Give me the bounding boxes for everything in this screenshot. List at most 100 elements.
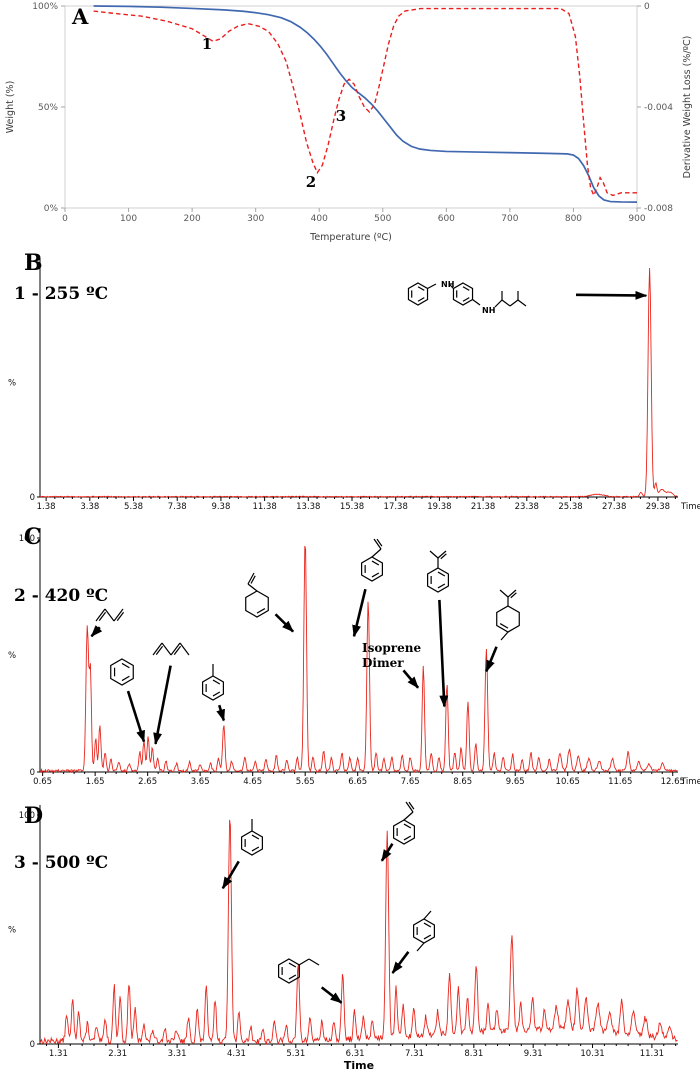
toluene-arrow bbox=[216, 704, 226, 722]
svg-text:23.38: 23.38 bbox=[515, 502, 539, 512]
axes bbox=[37, 528, 678, 776]
isoprene-dimer-label: Isoprene bbox=[362, 641, 421, 655]
panel-c-subtitle: 2 - 420 ºC bbox=[14, 586, 109, 606]
6ppd-structure: NH NH bbox=[407, 280, 527, 315]
svg-text:800: 800 bbox=[565, 214, 582, 224]
svg-text:2.31: 2.31 bbox=[108, 1049, 127, 1059]
y-axis-label: % bbox=[8, 651, 16, 661]
svg-text:700: 700 bbox=[501, 214, 518, 224]
svg-text:6.65: 6.65 bbox=[348, 777, 367, 787]
svg-text:NH: NH bbox=[482, 306, 495, 315]
svg-text:100: 100 bbox=[19, 534, 35, 544]
svg-text:5.31: 5.31 bbox=[286, 1049, 305, 1059]
limonene-arrow bbox=[485, 646, 498, 673]
tga-curve bbox=[93, 5, 638, 203]
chromatogram-trace bbox=[39, 545, 678, 774]
right-y-axis-label: Derivative Weight Loss (%/ºC) bbox=[682, 36, 693, 179]
svg-text:900: 900 bbox=[628, 214, 645, 224]
ethylbenzene-structure bbox=[278, 958, 320, 984]
panel-b-letter: B bbox=[24, 250, 43, 276]
svg-text:0: 0 bbox=[62, 214, 68, 224]
svg-text:7.38: 7.38 bbox=[168, 502, 187, 512]
6ppd-arrow bbox=[575, 290, 648, 300]
svg-text:0: 0 bbox=[30, 493, 35, 503]
panel-c-chromatogram: 100 0% 0.65 1.65 2.65 3.65 4.65 5.65 6.65 7.65 8.6… bbox=[8, 528, 700, 787]
svg-text:12.65: 12.65 bbox=[661, 777, 685, 787]
styrene-structure bbox=[393, 801, 415, 845]
svg-text:1.31: 1.31 bbox=[49, 1049, 68, 1059]
panel-d: 100 0% 1.31 2.31 3.31 4.31 5.31 6.31 7.31 8.31 9.3… bbox=[0, 799, 700, 1076]
svg-text:0%: 0% bbox=[44, 204, 59, 214]
svg-text:NH: NH bbox=[441, 280, 454, 289]
limonene-structure bbox=[496, 589, 520, 641]
chromatogram-trace bbox=[39, 819, 678, 1046]
methylstyrene-structure bbox=[427, 550, 449, 593]
panel-d-subtitle: 3 - 500 ºC bbox=[14, 853, 109, 873]
svg-text:10.65: 10.65 bbox=[556, 777, 580, 787]
x-axis-label: Time bbox=[680, 777, 700, 787]
svg-text:5.65: 5.65 bbox=[296, 777, 315, 787]
svg-text:8.65: 8.65 bbox=[453, 777, 472, 787]
svg-text:400: 400 bbox=[311, 214, 328, 224]
styrene-arrow bbox=[380, 843, 394, 862]
axis-tick-labels: 100 0% 0.65 1.65 2.65 3.65 4.65 5.65 6.65 7.65 8.6… bbox=[8, 534, 700, 787]
axes bbox=[61, 5, 641, 212]
toluene-arrow bbox=[221, 860, 240, 890]
left-y-axis-label: Weight (%) bbox=[5, 81, 16, 134]
panel-a-chart: 0 100 200 300 400 500 600 700 800 900100%50%0%0-0… bbox=[5, 2, 693, 243]
svg-text:7.65: 7.65 bbox=[401, 777, 420, 787]
pentadiene-structure bbox=[152, 642, 190, 656]
svg-text:11.65: 11.65 bbox=[608, 777, 632, 787]
svg-text:4.31: 4.31 bbox=[227, 1049, 246, 1059]
panel-c-letter: C bbox=[24, 524, 42, 550]
svg-text:100: 100 bbox=[120, 214, 137, 224]
plot-frame bbox=[64, 5, 638, 209]
y-axis-label: % bbox=[8, 379, 16, 389]
axes bbox=[37, 805, 678, 1048]
svg-text:600: 600 bbox=[438, 214, 455, 224]
svg-text:50%: 50% bbox=[38, 103, 58, 113]
ethylbenzene-arrow bbox=[320, 986, 343, 1004]
svg-text:10.31: 10.31 bbox=[580, 1049, 604, 1059]
svg-text:-0.004: -0.004 bbox=[644, 103, 673, 113]
svg-text:6.31: 6.31 bbox=[346, 1049, 365, 1059]
svg-text:25.38: 25.38 bbox=[558, 502, 582, 512]
chromatogram-trace bbox=[39, 267, 678, 498]
svg-text:0: 0 bbox=[30, 768, 35, 778]
svg-text:5.38: 5.38 bbox=[124, 502, 143, 512]
pentadiene-arrow bbox=[153, 665, 172, 745]
panel-d-chromatogram: 100 0% 1.31 2.31 3.31 4.31 5.31 6.31 7.31 8.31 9.3… bbox=[8, 801, 678, 1072]
svg-text:9.65: 9.65 bbox=[506, 777, 525, 787]
svg-text:100: 100 bbox=[19, 811, 35, 821]
svg-text:3.31: 3.31 bbox=[168, 1049, 187, 1059]
isoprene-dimer-arrow bbox=[402, 669, 420, 689]
dtg-curve bbox=[93, 7, 637, 198]
styrene-structure bbox=[361, 538, 383, 582]
svg-text:11.31: 11.31 bbox=[640, 1049, 664, 1059]
stage-label-3: 3 bbox=[336, 107, 346, 125]
vinylcyclohexene-structure bbox=[245, 572, 269, 618]
vinylcyclohexene-arrow bbox=[274, 613, 295, 633]
p-xylene-arrow bbox=[391, 951, 410, 974]
p-xylene-structure bbox=[413, 910, 435, 952]
svg-text:13.38: 13.38 bbox=[296, 502, 320, 512]
svg-text:0: 0 bbox=[644, 2, 650, 12]
panel-a-letter: A bbox=[72, 4, 89, 29]
axis-tick-labels: 100 0% 1.31 2.31 3.31 4.31 5.31 6.31 7.31 8.31 9.3… bbox=[8, 811, 664, 1072]
butadiene-structure bbox=[95, 608, 125, 622]
svg-text:3.65: 3.65 bbox=[191, 777, 210, 787]
svg-text:29.38: 29.38 bbox=[646, 502, 670, 512]
axis-tick-labels: 0 100 200 300 400 500 600 700 800 900100%50%0%0-0… bbox=[5, 2, 693, 243]
methylstyrene-arrow bbox=[438, 599, 449, 708]
svg-text:9.31: 9.31 bbox=[524, 1049, 543, 1059]
svg-text:2.65: 2.65 bbox=[138, 777, 157, 787]
svg-text:21.38: 21.38 bbox=[471, 502, 495, 512]
svg-text:7.31: 7.31 bbox=[405, 1049, 424, 1059]
stage-label-1: 1 bbox=[202, 35, 212, 53]
svg-text:0.65: 0.65 bbox=[33, 777, 52, 787]
svg-text:1.38: 1.38 bbox=[37, 502, 56, 512]
svg-text:11.38: 11.38 bbox=[252, 502, 276, 512]
toluene-structure bbox=[202, 664, 224, 701]
svg-text:500: 500 bbox=[374, 214, 391, 224]
